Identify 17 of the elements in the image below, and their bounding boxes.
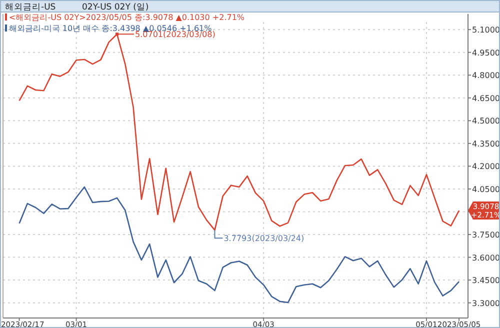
- y-tick-label: 4.8000: [472, 71, 500, 80]
- y-tick-label: 3.6000: [472, 253, 500, 262]
- y-tick-label: 3.3000: [472, 298, 500, 308]
- legend-label: <해외금리-US 02Y>2023/05/05 종:3.9078 ▲0.1030 +2.71%: [9, 13, 245, 22]
- y-tick-label: 4.5000: [472, 116, 500, 126]
- chart-title: 해외금리-US: [5, 2, 56, 12]
- annotation: 3.7793(2023/03/24): [224, 234, 304, 244]
- y-tick-label: 4.6500: [472, 94, 500, 103]
- y-tick-label: 4.2000: [472, 162, 500, 172]
- y-tick-label: 5.1000: [472, 26, 500, 35]
- y-tick-label: 3.7500: [472, 230, 500, 240]
- annotation: 5.0701(2023/03/08): [135, 30, 216, 40]
- y-tick-label: 3.4500: [472, 276, 500, 286]
- y-tick-label: 4.0500: [472, 184, 500, 194]
- y-tick-label: 4.3500: [472, 139, 500, 148]
- y-tick-label: 4.9500: [472, 48, 500, 58]
- chart-subtitle: 02Y-US 02Y (일): [82, 2, 149, 12]
